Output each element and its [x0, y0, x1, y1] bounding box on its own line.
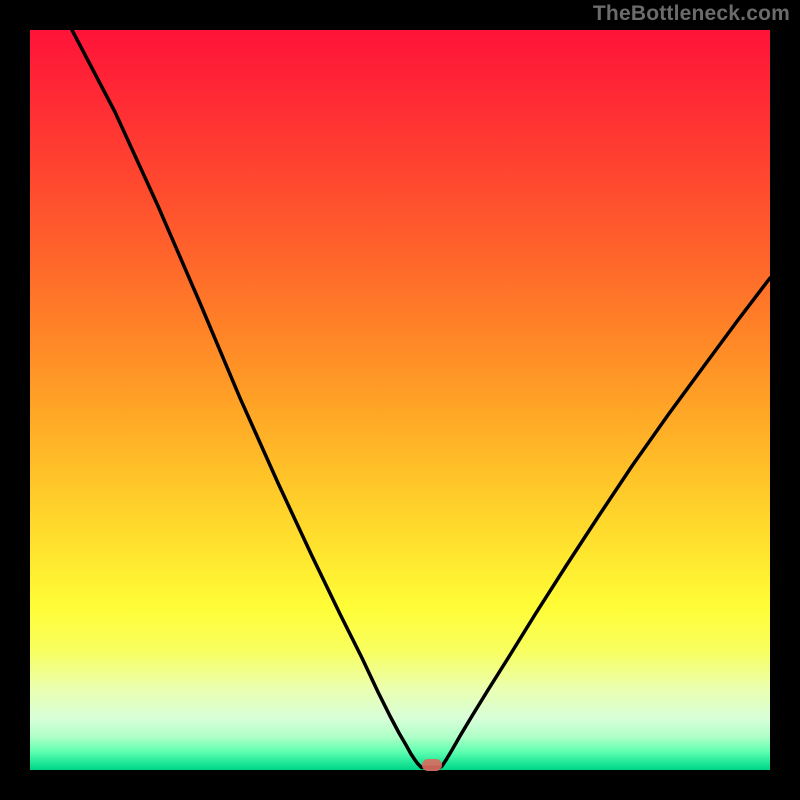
chart-svg [0, 0, 800, 800]
chart-container: { "watermark": { "text": "TheBottleneck.… [0, 0, 800, 800]
watermark-text: TheBottleneck.com [593, 2, 790, 26]
plot-background [30, 30, 770, 770]
optimum-marker [422, 759, 442, 771]
